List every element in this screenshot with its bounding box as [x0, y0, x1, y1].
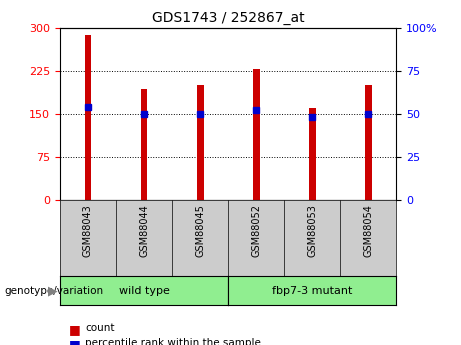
Bar	[141, 89, 148, 200]
Text: GSM88054: GSM88054	[363, 204, 373, 257]
Text: fbp7-3 mutant: fbp7-3 mutant	[272, 286, 353, 296]
Bar	[197, 85, 203, 200]
Text: GSM88053: GSM88053	[307, 204, 317, 257]
Text: GSM88043: GSM88043	[83, 204, 93, 257]
Text: GSM88044: GSM88044	[139, 204, 149, 257]
Bar	[253, 69, 260, 200]
Text: count: count	[85, 323, 115, 333]
Text: ■: ■	[69, 323, 81, 336]
Text: genotype/variation: genotype/variation	[5, 286, 104, 296]
Title: GDS1743 / 252867_at: GDS1743 / 252867_at	[152, 11, 305, 25]
Text: ▶: ▶	[48, 284, 58, 297]
Text: percentile rank within the sample: percentile rank within the sample	[85, 338, 261, 345]
Bar	[85, 34, 91, 200]
Text: GSM88052: GSM88052	[251, 204, 261, 257]
Text: ■: ■	[69, 338, 81, 345]
Bar	[309, 108, 316, 200]
Text: wild type: wild type	[118, 286, 170, 296]
Text: GSM88045: GSM88045	[195, 204, 205, 257]
Bar	[365, 85, 372, 200]
